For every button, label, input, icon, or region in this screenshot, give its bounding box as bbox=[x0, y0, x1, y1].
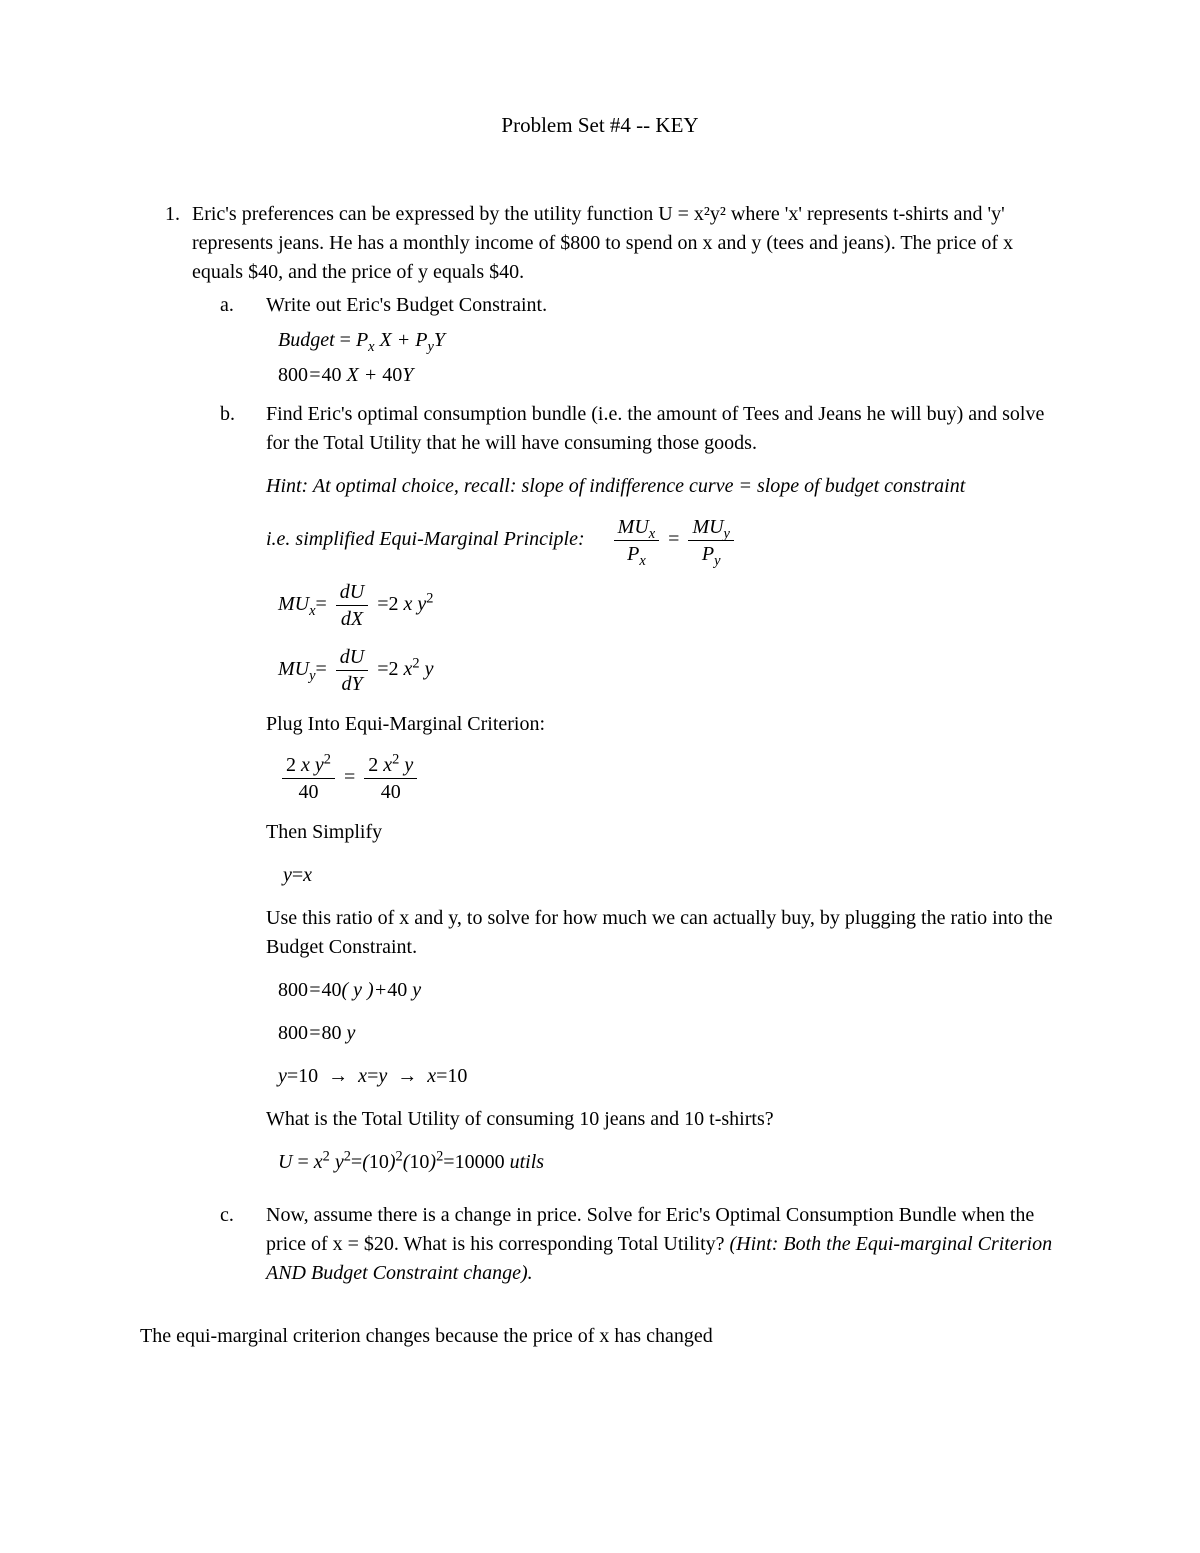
question-1: 1. Eric's preferences can be expressed b… bbox=[140, 200, 1060, 1288]
hint-equi: i.e. simplified Equi-Marginal Principle:… bbox=[266, 515, 1060, 566]
part-a-letter: a. bbox=[192, 291, 266, 396]
budget-rhs: Px X + PyY bbox=[356, 329, 445, 351]
part-b-body: Find Eric's optimal consumption bundle (… bbox=[266, 400, 1060, 1191]
budget-eq-general: Budget = Px X + PyY bbox=[278, 326, 1060, 355]
page-title: Problem Set #4 -- KEY bbox=[140, 110, 1060, 140]
simplify-label: Then Simplify bbox=[266, 818, 1060, 847]
bc-sub-3: y=10 → x=y → x=10 bbox=[278, 1062, 1060, 1091]
use-ratio-text: Use this ratio of x and y, to solve for … bbox=[266, 904, 1060, 962]
eq-sign: = bbox=[340, 329, 351, 351]
part-a-text: Write out Eric's Budget Constraint. bbox=[266, 294, 547, 316]
part-c-letter: c. bbox=[192, 1201, 266, 1288]
frac-du-dy: dUdY bbox=[336, 645, 368, 696]
total-utility-eq: U = x2 y2=(10)2(10)2=10000 utils bbox=[278, 1148, 1060, 1177]
part-c: c. Now, assume there is a change in pric… bbox=[192, 1201, 1060, 1288]
total-utility-question: What is the Total Utility of consuming 1… bbox=[266, 1105, 1060, 1134]
muy-derivation: MUy= dUdY =2 x2 y bbox=[278, 645, 1060, 696]
budget-lhs: Budget bbox=[278, 329, 335, 351]
frac-plug-rhs: 2 x2 y 40 bbox=[364, 753, 417, 804]
simplify-eq: y=x bbox=[278, 861, 1060, 890]
mux-derivation: MUx= dUdX =2 x y2 bbox=[278, 580, 1060, 631]
frac-mux-px: MUx Px bbox=[614, 515, 660, 566]
question-number: 1. bbox=[140, 200, 192, 1288]
question-body: Eric's preferences can be expressed by t… bbox=[192, 200, 1060, 1288]
hint-equi-prefix: i.e. simplified Equi-Marginal Principle: bbox=[266, 529, 585, 551]
bc-sub-1: 800=40( y )+40 y bbox=[278, 976, 1060, 1005]
frac-muy-py: MUy Py bbox=[688, 515, 734, 566]
closing-note: The equi-marginal criterion changes beca… bbox=[140, 1322, 1060, 1351]
budget-eq-numeric: 800=40 X + 40Y bbox=[278, 361, 1060, 390]
equi-plug: 2 x y2 40 = 2 x2 y 40 bbox=[278, 753, 1060, 804]
part-b: b. Find Eric's optimal consumption bundl… bbox=[192, 400, 1060, 1191]
part-a-body: Write out Eric's Budget Constraint. Budg… bbox=[266, 291, 1060, 396]
part-b-text: Find Eric's optimal consumption bundle (… bbox=[266, 403, 1044, 454]
hint-slope: Hint: At optimal choice, recall: slope o… bbox=[266, 472, 1060, 501]
q1-intro: Eric's preferences can be expressed by t… bbox=[192, 203, 1013, 283]
frac-du-dx: dUdX bbox=[336, 580, 368, 631]
document-page: Problem Set #4 -- KEY 1. Eric's preferen… bbox=[0, 0, 1200, 1553]
plug-label: Plug Into Equi-Marginal Criterion: bbox=[266, 710, 1060, 739]
bc-sub-2: 800=80 y bbox=[278, 1019, 1060, 1048]
part-a: a. Write out Eric's Budget Constraint. B… bbox=[192, 291, 1060, 396]
part-c-body: Now, assume there is a change in price. … bbox=[266, 1201, 1060, 1288]
frac-plug-lhs: 2 x y2 40 bbox=[282, 753, 335, 804]
part-b-letter: b. bbox=[192, 400, 266, 1191]
